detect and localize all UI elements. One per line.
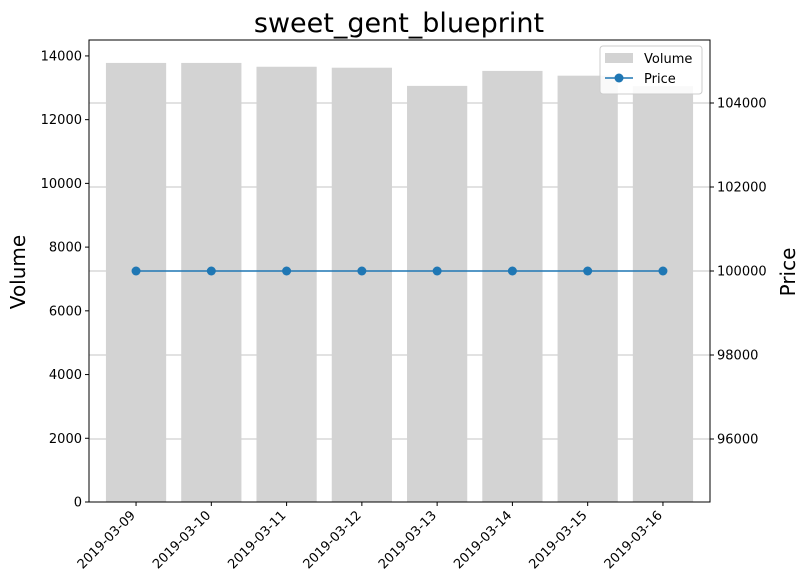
price-point: [658, 266, 668, 276]
legend-price-marker: [614, 73, 624, 83]
x-tick-label: 2019-03-09: [75, 508, 139, 572]
y-left-tick-label: 10000: [41, 177, 82, 192]
x-tick-label: 2019-03-11: [225, 508, 289, 572]
price-point: [206, 266, 216, 276]
volume-bar: [632, 86, 694, 502]
x-axis: 2019-03-09 2019-03-10 2019-03-11 2019-03-12…: [75, 502, 666, 572]
legend-volume-swatch: [605, 53, 633, 63]
volume-bar: [407, 85, 468, 502]
y-left-tick-label: 6000: [49, 304, 82, 319]
x-tick-label: 2019-03-16: [602, 508, 666, 572]
price-line: [131, 266, 668, 276]
volume-bar: [557, 75, 618, 502]
legend-price-label: Price: [644, 72, 676, 87]
legend-volume-label: Volume: [644, 52, 692, 67]
x-tick-label: 2019-03-13: [376, 508, 440, 572]
y-axis-right: 96000 98000 100000 102000 104000: [710, 97, 767, 448]
y-right-tick-label: 98000: [717, 349, 758, 364]
legend: Volume Price: [599, 45, 703, 95]
price-point: [432, 266, 442, 276]
x-tick-label: 2019-03-14: [451, 508, 515, 572]
y-left-tick-label: 0: [74, 496, 82, 511]
chart-title: sweet_gent_blueprint: [254, 8, 544, 39]
y-right-tick-label: 96000: [717, 433, 758, 448]
y-axis-left: 0 2000 4000 6000 8000 10000 12000 14000: [41, 49, 89, 511]
volume-bars: [105, 62, 694, 503]
volume-bar: [331, 67, 392, 502]
volume-bar: [482, 70, 543, 503]
volume-bar: [105, 62, 167, 503]
x-tick-label: 2019-03-15: [526, 508, 590, 572]
price-point: [507, 266, 517, 276]
x-tick-label: 2019-03-10: [150, 508, 214, 572]
y-right-tick-label: 100000: [717, 265, 767, 280]
y-right-tick-label: 104000: [717, 97, 767, 112]
price-point: [282, 266, 292, 276]
price-point: [357, 266, 367, 276]
y-left-tick-label: 2000: [49, 432, 82, 447]
y-left-tick-label: 14000: [41, 49, 82, 64]
y-left-tick-label: 4000: [49, 368, 82, 383]
volume-bar: [181, 62, 242, 503]
price-point: [583, 266, 593, 276]
y-left-label: Volume: [6, 235, 30, 309]
y-left-tick-label: 12000: [41, 113, 82, 128]
x-tick-label: 2019-03-12: [301, 508, 365, 572]
y-right-tick-label: 102000: [717, 181, 767, 196]
volume-bar: [256, 66, 317, 503]
y-left-tick-label: 8000: [49, 241, 82, 256]
y-right-label: Price: [776, 248, 800, 297]
price-point: [131, 266, 141, 276]
